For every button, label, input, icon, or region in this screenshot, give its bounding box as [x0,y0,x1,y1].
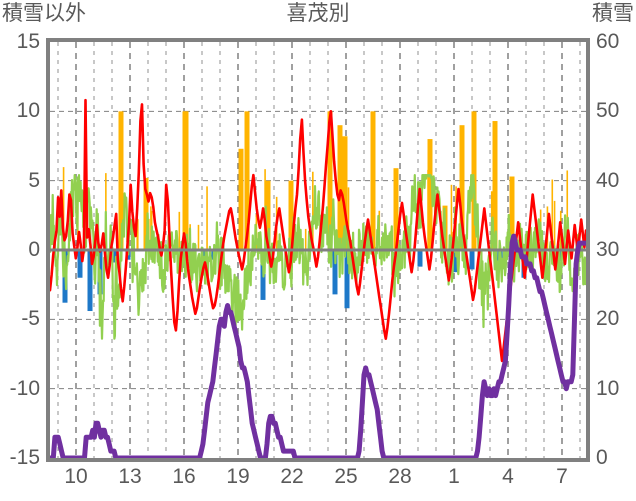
y-axis-tick-right: 40 [596,168,620,192]
x-axis-tick: 19 [226,465,250,488]
y-axis-tick-left: 5 [28,168,40,192]
y-axis-tick-left: 0 [28,238,40,261]
x-axis-tick: 4 [502,465,514,488]
y-axis-tick-left: 10 [16,99,40,123]
x-axis-tick: 13 [118,465,142,488]
plot-area [46,38,590,462]
x-axis-tick: 7 [556,465,568,488]
x-axis-tick: 16 [172,465,196,488]
y-axis-tick-left: -15 [9,446,40,469]
y-axis-tick-right: 20 [596,307,620,331]
x-axis-tick: 25 [334,465,358,488]
y-axis-tick-left: -10 [9,376,40,400]
red-series [50,98,586,363]
y-axis-tick-right: 50 [596,99,620,123]
page-title: 喜茂別 [286,2,350,25]
x-axis-tick: 1 [448,465,460,488]
y-axis-tick-left: 15 [16,30,40,53]
y-axis-tick-right: 30 [596,238,620,261]
right-axis-title: 積雪 [592,2,634,25]
plot-inner [50,42,586,458]
y-axis-tick-right: 10 [596,376,620,400]
x-axis-tick: 22 [280,465,304,488]
y-axis-tick-right: 0 [596,446,608,469]
y-axis-tick-left: -5 [21,307,40,331]
purple-snow-depth-series [50,233,586,458]
y-axis-tick-right: 60 [596,30,620,53]
chart-svg [50,42,586,458]
x-axis-tick: 28 [388,465,412,488]
left-axis-title: 積雪以外 [2,2,86,25]
x-axis-tick: 10 [64,465,88,488]
